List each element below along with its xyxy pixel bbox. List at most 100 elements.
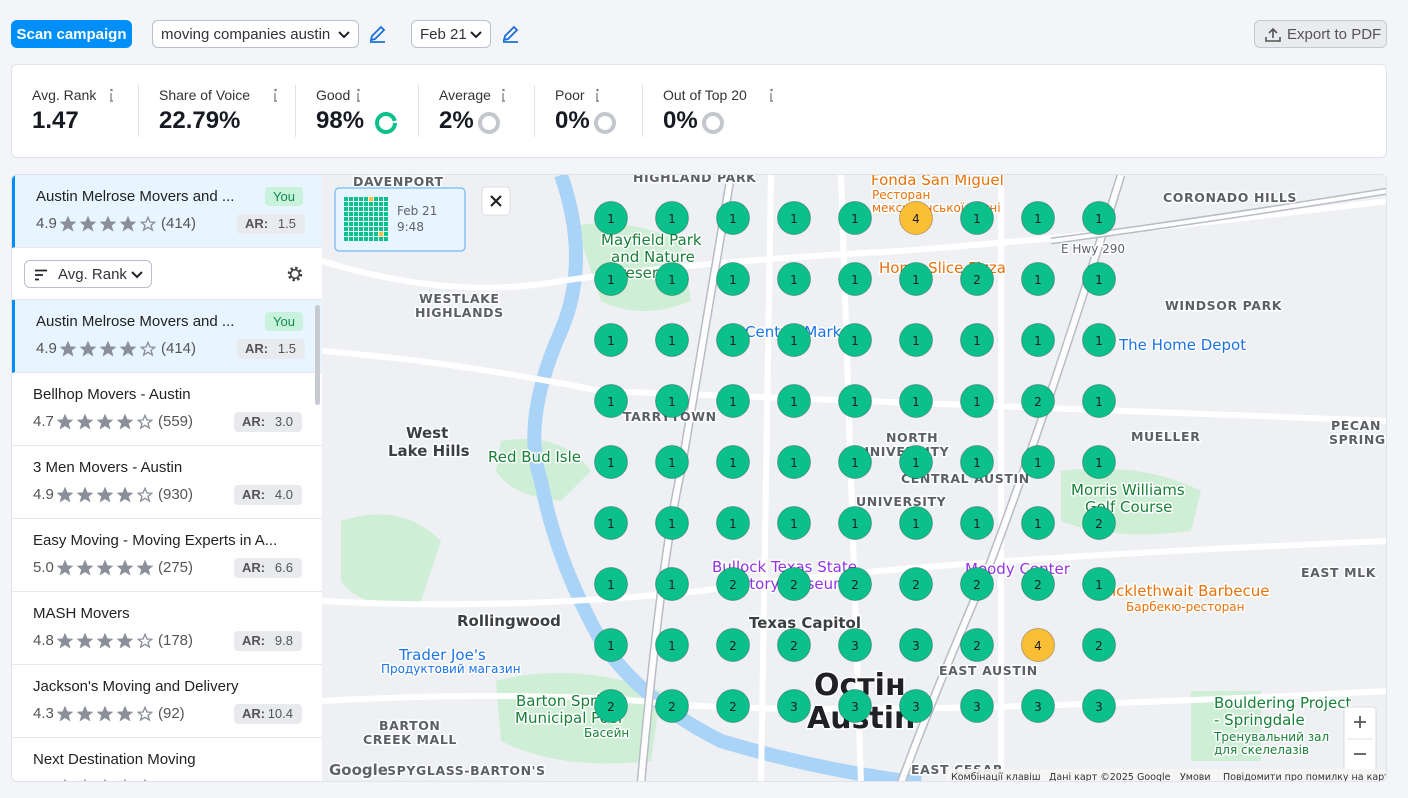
star bbox=[83, 779, 87, 781]
rating: 4.9 bbox=[33, 486, 54, 503]
star bbox=[140, 341, 156, 357]
rank-label: 1 bbox=[607, 395, 615, 409]
business-item[interactable]: 3 Men Movers - Austin 4.9 (930) AR: 4.0 bbox=[12, 446, 322, 519]
rank-dot bbox=[655, 384, 689, 418]
ring bbox=[478, 112, 500, 134]
footer-bg bbox=[946, 769, 1386, 781]
star bbox=[60, 341, 76, 357]
business-item[interactable]: Austin Melrose Movers and ... 4.9 (414) You… bbox=[12, 300, 322, 373]
rank-label: 4 bbox=[912, 212, 920, 226]
map-label: and Nature bbox=[611, 248, 695, 266]
export-button[interactable]: Export to PDF bbox=[1254, 20, 1387, 48]
info-icon bbox=[501, 88, 505, 102]
rank-dot bbox=[594, 384, 628, 418]
metric-ring bbox=[375, 112, 397, 134]
thumb-cell bbox=[359, 212, 363, 216]
thumb-cell bbox=[369, 227, 373, 231]
chevron bbox=[470, 31, 482, 39]
zoom-controls[interactable] bbox=[1343, 706, 1377, 772]
close-button[interactable] bbox=[481, 186, 511, 216]
thumb-cell bbox=[349, 237, 353, 241]
rank-label: 1 bbox=[912, 517, 920, 531]
ring bbox=[702, 112, 724, 134]
thumb-cell bbox=[354, 197, 358, 201]
star-shape bbox=[63, 779, 67, 781]
thumb-cell bbox=[359, 197, 363, 201]
business-item[interactable]: Austin Melrose Movers and ... 4.9 (414) You… bbox=[12, 175, 322, 248]
thumb-cell bbox=[379, 237, 383, 241]
map-label: Trader Joe's bbox=[398, 646, 486, 664]
info-dot bbox=[356, 88, 360, 92]
star-shape bbox=[117, 414, 133, 430]
business-item[interactable]: MASH Movers 4.8 (178) AR: 9.8 bbox=[12, 592, 322, 665]
star bbox=[117, 706, 133, 722]
map-label: Ресторан bbox=[872, 188, 930, 202]
map: DAVENPORT HIGHLAND PARK Fonda San MiguelРе… bbox=[322, 175, 1386, 782]
business-item[interactable]: Bellhop Movers - Austin 4.7 (559) AR: 3.0 bbox=[12, 373, 322, 446]
rank-label: 1 bbox=[1034, 212, 1042, 226]
rank-label: 1 bbox=[973, 517, 981, 531]
star-shape bbox=[57, 633, 73, 649]
edit-icon[interactable] bbox=[501, 25, 521, 43]
sort-select[interactable]: Avg. Rank bbox=[24, 260, 152, 288]
rank-dot bbox=[838, 384, 872, 418]
thumb-cell bbox=[379, 207, 383, 211]
map-label: - Springdale bbox=[1214, 711, 1305, 729]
rank-dot bbox=[655, 628, 689, 662]
star bbox=[100, 341, 116, 357]
keyword-select[interactable]: moving companies austin bbox=[152, 20, 359, 48]
rank-label: 1 bbox=[973, 456, 981, 470]
ar-label: AR: bbox=[242, 414, 266, 429]
rank-dot bbox=[960, 323, 994, 357]
rank-label: 4 bbox=[1034, 639, 1042, 653]
rank-label: 1 bbox=[912, 456, 920, 470]
thumb-cell bbox=[354, 217, 358, 221]
star bbox=[97, 706, 113, 722]
rank-dot bbox=[1021, 384, 1055, 418]
rank-label: 1 bbox=[1095, 212, 1103, 226]
scan-button[interactable]: Scan campaign bbox=[11, 20, 132, 48]
thumb-cell bbox=[354, 222, 358, 226]
business-item[interactable]: Jackson's Moving and Delivery 4.3 (92) AR: 1… bbox=[12, 665, 322, 738]
date-select[interactable]: Feb 21 bbox=[411, 20, 491, 48]
ar-badge: AR: 9.8 bbox=[234, 631, 302, 651]
thumb-cell bbox=[354, 212, 358, 216]
settings-icon[interactable] bbox=[286, 265, 304, 283]
footer-link: Комбінації клавіш bbox=[951, 772, 1041, 782]
star-shape bbox=[117, 487, 133, 503]
thumb-cell bbox=[359, 217, 363, 221]
snapshot-card[interactable]: Feb 21 9:48 bbox=[334, 187, 466, 252]
rank-dot bbox=[899, 262, 933, 296]
rank-label: 2 bbox=[729, 578, 737, 592]
star-shape bbox=[80, 341, 96, 357]
business-item[interactable]: Easy Moving - Moving Experts in A... 5.0 (… bbox=[12, 519, 322, 592]
rank-label: 1 bbox=[668, 212, 676, 226]
business-name: Bellhop Movers - Austin bbox=[33, 386, 191, 403]
info-glyph bbox=[356, 93, 360, 102]
rank-label: 1 bbox=[851, 517, 859, 531]
star bbox=[97, 414, 113, 430]
map-label: WINDSOR PARK bbox=[1165, 298, 1283, 313]
metric-label: Avg. Rank bbox=[32, 87, 97, 103]
rank-label: 2 bbox=[790, 578, 798, 592]
thumb-cell bbox=[354, 227, 358, 231]
star-shape bbox=[140, 341, 156, 357]
rank-dot bbox=[960, 201, 994, 235]
star-shape bbox=[137, 633, 153, 649]
business-item[interactable]: Next Destination Moving 4.9 bbox=[12, 738, 322, 781]
thumb-cell bbox=[384, 232, 388, 236]
rank-dot bbox=[777, 506, 811, 540]
star bbox=[117, 633, 133, 649]
rank-label: 1 bbox=[851, 334, 859, 348]
thumb-cell bbox=[364, 202, 368, 206]
rank-dot bbox=[899, 628, 933, 662]
map-label: Fonda San Miguel bbox=[871, 175, 1004, 189]
metric-label: Good bbox=[316, 87, 351, 103]
snapshot-thumb bbox=[344, 197, 388, 241]
edit-icon[interactable] bbox=[368, 25, 388, 43]
rank-dot bbox=[1082, 567, 1116, 601]
rank-label: 1 bbox=[1095, 334, 1103, 348]
map-label: HIGHLANDS bbox=[415, 305, 504, 320]
rank-dot bbox=[1082, 323, 1116, 357]
rank-dot bbox=[899, 689, 933, 723]
